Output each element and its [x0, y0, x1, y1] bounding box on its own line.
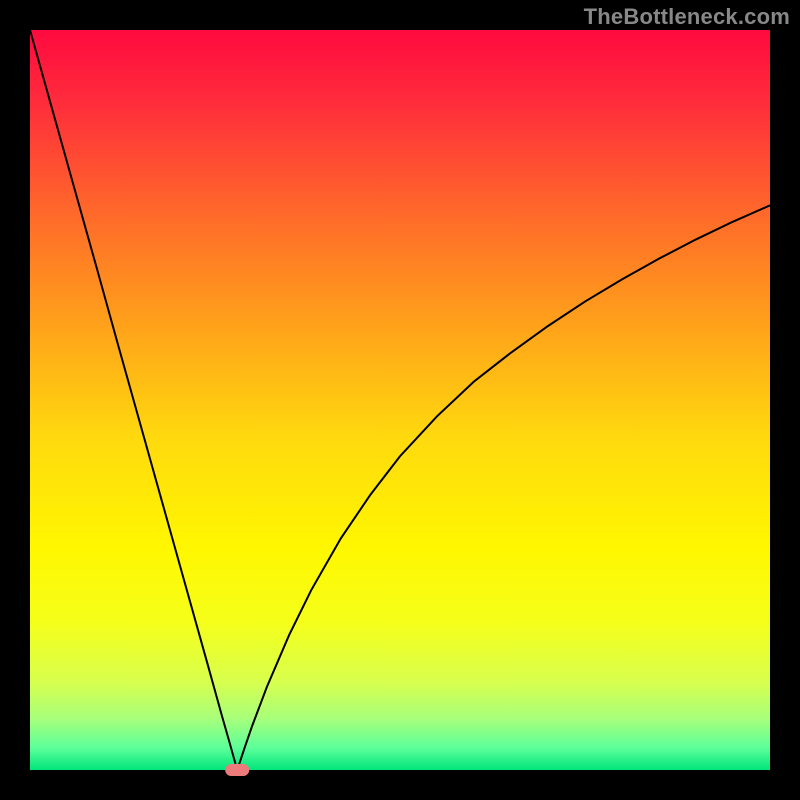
- optimal-point-marker: [225, 764, 249, 776]
- attribution-watermark: TheBottleneck.com: [584, 4, 790, 30]
- chart-container: TheBottleneck.com: [0, 0, 800, 800]
- plot-background-gradient: [30, 30, 770, 770]
- bottleneck-curve-plot: [0, 0, 800, 800]
